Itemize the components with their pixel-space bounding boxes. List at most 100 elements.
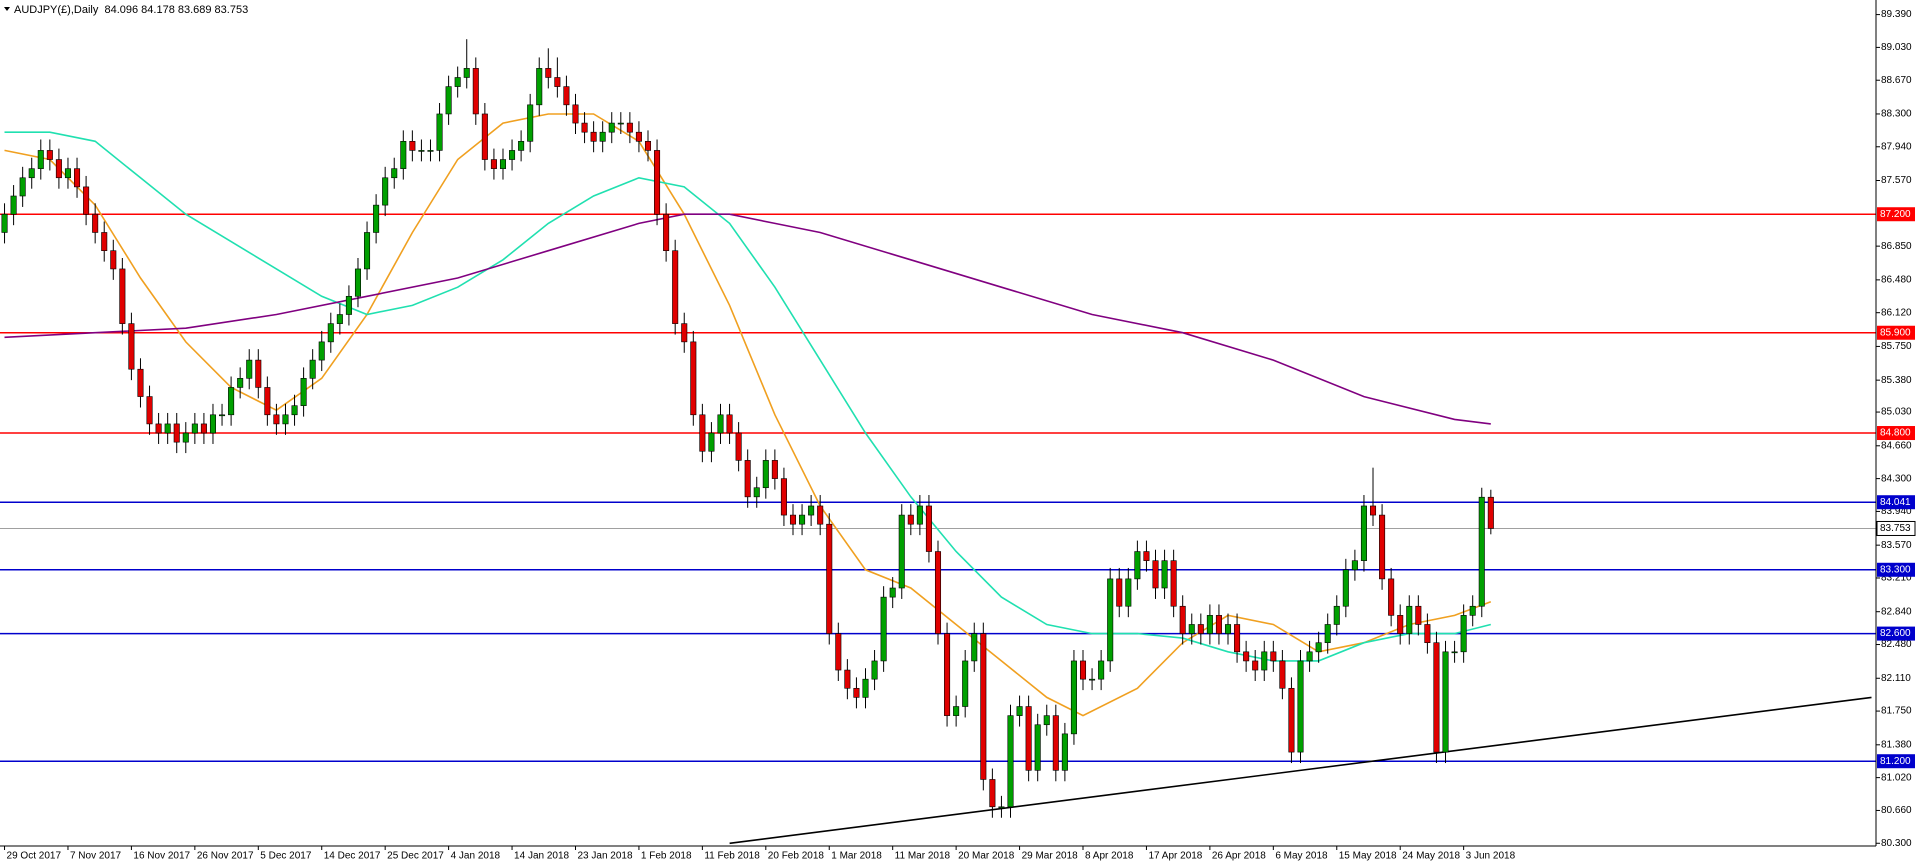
candle-body bbox=[608, 122, 615, 133]
y-tick-label: 86.850 bbox=[1881, 241, 1912, 252]
candle-body bbox=[445, 86, 452, 115]
y-tick-label: 82.110 bbox=[1881, 673, 1911, 684]
candle-body bbox=[907, 514, 914, 525]
candle-body bbox=[1016, 706, 1023, 716]
candle-body bbox=[962, 660, 969, 707]
candle-body bbox=[1451, 651, 1458, 654]
candle-body bbox=[364, 232, 371, 270]
x-tick-label: 26 Apr 2018 bbox=[1212, 851, 1266, 862]
x-tick-label: 11 Mar 2018 bbox=[895, 851, 951, 862]
candle-body bbox=[1197, 624, 1204, 634]
y-tick-label: 83.210 bbox=[1881, 573, 1912, 584]
candle-body bbox=[980, 633, 987, 780]
candle-body bbox=[844, 669, 851, 689]
candle-body bbox=[463, 68, 470, 78]
candle-body bbox=[1143, 551, 1150, 561]
x-tick-label: 29 Oct 2017 bbox=[7, 851, 62, 862]
candle-body bbox=[862, 678, 869, 698]
candle-body bbox=[1433, 642, 1440, 753]
y-tick-label: 83.570 bbox=[1881, 540, 1912, 551]
candle-body bbox=[699, 414, 706, 452]
y-tick-label: 85.380 bbox=[1881, 375, 1912, 386]
candle-body bbox=[944, 633, 951, 716]
candle-body bbox=[617, 122, 624, 125]
candle-body bbox=[454, 77, 461, 87]
candle-body bbox=[354, 268, 361, 297]
level-label: 81.200 bbox=[1880, 756, 1911, 767]
candle-body bbox=[934, 551, 942, 634]
candle-body bbox=[898, 514, 905, 589]
y-tick-label: 86.480 bbox=[1881, 275, 1912, 286]
symbol-menu-icon bbox=[4, 7, 10, 11]
candle-body bbox=[1061, 733, 1068, 771]
candle-body bbox=[345, 295, 352, 315]
x-tick-label: 6 May 2018 bbox=[1275, 851, 1328, 862]
candle-body bbox=[1315, 642, 1322, 653]
level-label: 83.300 bbox=[1880, 564, 1911, 575]
candle-body bbox=[826, 523, 833, 634]
candle-body bbox=[799, 514, 806, 525]
candle-body bbox=[10, 195, 17, 215]
candle-body bbox=[1442, 651, 1449, 753]
candle-body bbox=[1252, 660, 1259, 671]
x-tick-label: 7 Nov 2017 bbox=[70, 851, 122, 862]
candle-body bbox=[101, 232, 108, 252]
candle-body bbox=[527, 104, 534, 142]
x-tick-label: 23 Jan 2018 bbox=[577, 851, 632, 862]
candle-body bbox=[318, 341, 325, 361]
candle-body bbox=[1070, 660, 1077, 735]
candle-body bbox=[92, 213, 99, 233]
y-tick-label: 80.300 bbox=[1881, 838, 1912, 849]
y-tick-label: 84.660 bbox=[1881, 440, 1912, 451]
candle-body bbox=[1379, 514, 1386, 580]
candle-body bbox=[228, 387, 235, 416]
moving-average-line bbox=[4, 131, 1491, 662]
candle-body bbox=[1324, 624, 1331, 644]
candle-body bbox=[1388, 578, 1395, 616]
candle-body bbox=[563, 86, 570, 106]
candle-body bbox=[499, 159, 507, 169]
candle-body bbox=[1043, 715, 1050, 726]
current-price-box bbox=[1876, 520, 1916, 536]
candle-body bbox=[182, 432, 189, 443]
candle-body bbox=[989, 779, 996, 808]
x-tick-label: 14 Jan 2018 bbox=[514, 851, 569, 862]
level-label-box bbox=[1877, 495, 1915, 510]
x-tick-label: 25 Dec 2017 bbox=[387, 851, 444, 862]
candle-body bbox=[418, 150, 425, 152]
candle-body bbox=[137, 368, 144, 397]
level-label-box bbox=[1877, 754, 1915, 769]
x-tick-label: 24 May 2018 bbox=[1402, 851, 1460, 862]
candle-body bbox=[1025, 706, 1032, 771]
moving-average-line bbox=[4, 213, 1491, 425]
x-tick-label: 17 Apr 2018 bbox=[1148, 851, 1202, 862]
candle-body bbox=[871, 660, 878, 680]
candle-body bbox=[273, 414, 280, 425]
candle-body bbox=[536, 68, 543, 106]
candle-body bbox=[925, 505, 932, 552]
candle-body bbox=[264, 387, 271, 416]
candle-body bbox=[64, 168, 71, 179]
candle-body bbox=[1469, 605, 1476, 616]
y-tick-label: 81.380 bbox=[1881, 739, 1912, 750]
candle-body bbox=[427, 150, 434, 152]
candle-body bbox=[1333, 605, 1340, 625]
candle-body bbox=[146, 396, 153, 425]
candle-body bbox=[1369, 505, 1377, 516]
candle-body bbox=[173, 423, 180, 443]
candle-body bbox=[1188, 624, 1195, 634]
candle-body bbox=[753, 487, 760, 498]
candle-body bbox=[708, 432, 715, 452]
candle-body bbox=[490, 159, 497, 169]
candle-body bbox=[46, 150, 53, 160]
candle-body bbox=[83, 186, 90, 215]
candle-body bbox=[1306, 651, 1313, 662]
candle-body bbox=[200, 423, 207, 434]
y-tick-label: 82.480 bbox=[1881, 639, 1912, 650]
candle-body bbox=[119, 268, 126, 324]
candle-body bbox=[998, 806, 1005, 809]
candle-body bbox=[246, 359, 253, 379]
